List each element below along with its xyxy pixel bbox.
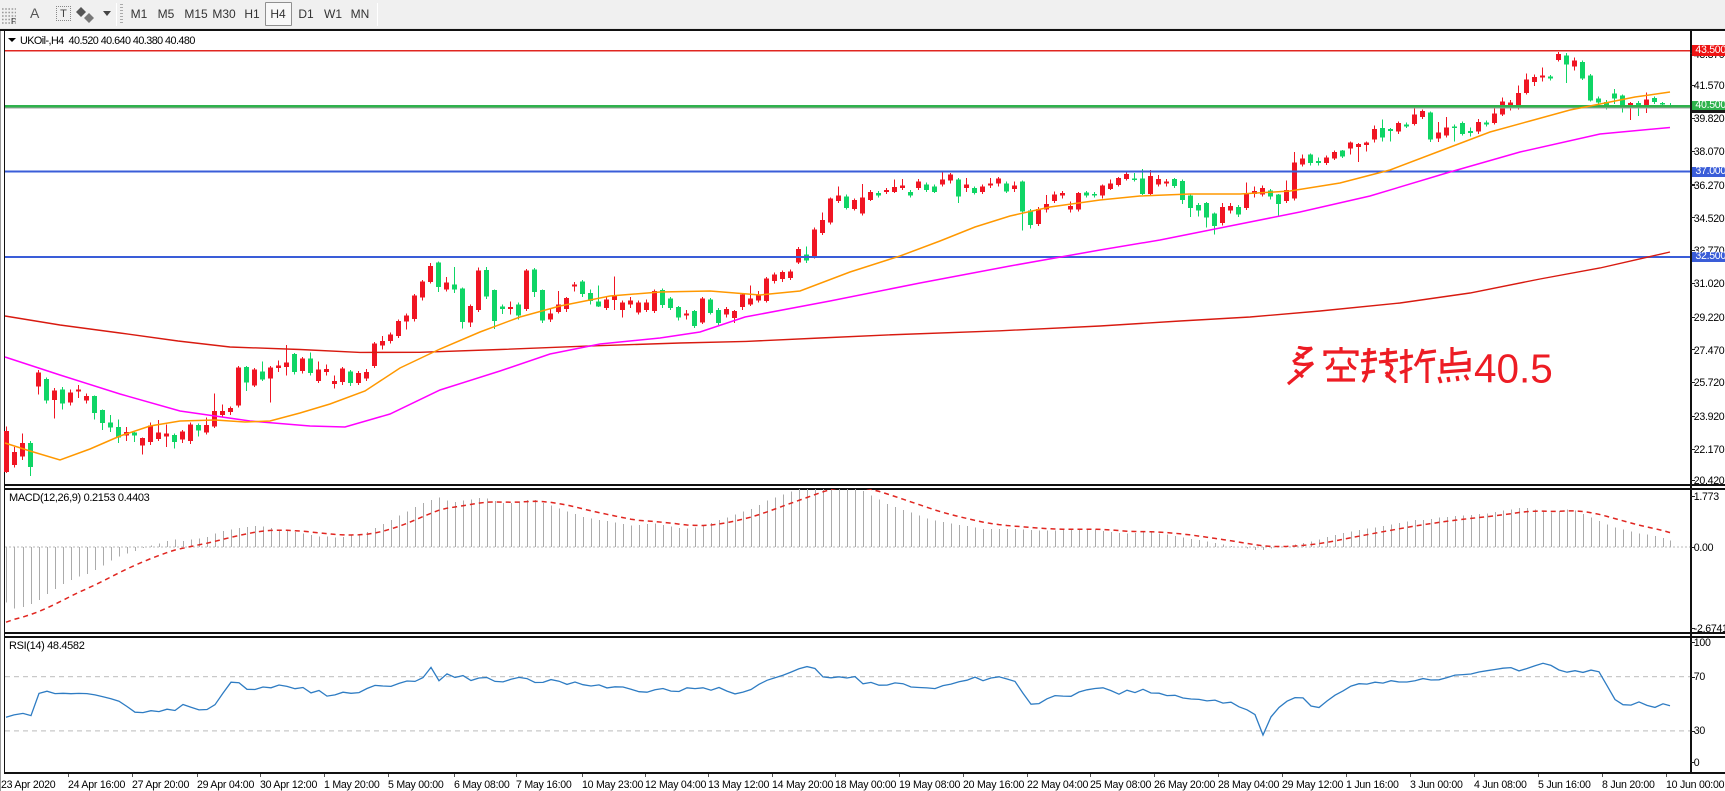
svg-text:40.5: 40.5: [1474, 346, 1553, 388]
svg-text:F: F: [11, 17, 16, 25]
